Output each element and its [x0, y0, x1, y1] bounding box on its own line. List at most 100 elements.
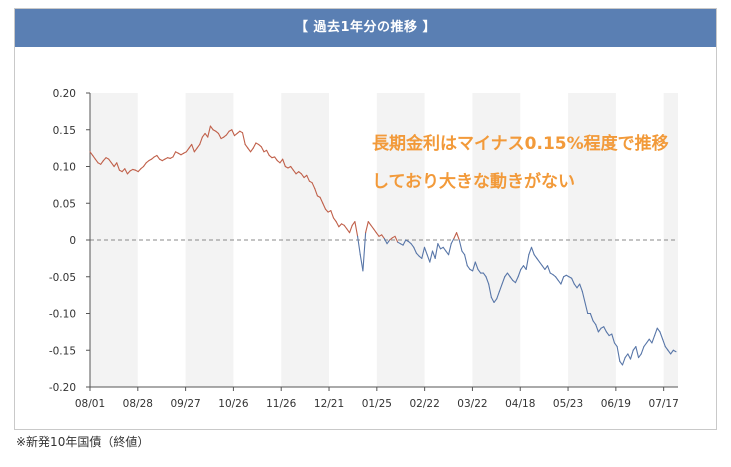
series-segment — [595, 323, 599, 333]
series-segment — [552, 273, 557, 278]
series-segment — [603, 326, 607, 333]
x-tick-label: 12/21 — [314, 398, 344, 410]
series-segment — [343, 224, 348, 230]
x-tick-label: 06/19 — [601, 398, 631, 410]
series-segment — [560, 276, 565, 285]
series-segment — [209, 125, 214, 131]
series-segment — [477, 268, 482, 274]
series-segment — [266, 149, 270, 157]
series-segment — [613, 342, 618, 348]
series-segment — [233, 132, 238, 137]
series-segment — [506, 272, 511, 278]
series-segment — [656, 327, 661, 333]
series-segment — [298, 171, 302, 175]
series-segment — [624, 353, 629, 359]
series-segment — [402, 239, 407, 246]
series-segment — [530, 246, 535, 256]
series-segment — [528, 246, 533, 256]
x-tick-label: 04/18 — [505, 398, 535, 410]
series-segment — [121, 168, 126, 173]
series-segment — [504, 272, 508, 278]
annotation-line-2: しており大きな動きがない — [372, 171, 575, 192]
series-segment — [367, 221, 372, 226]
series-segment — [354, 221, 359, 237]
series-segment — [538, 261, 543, 267]
series-segment — [536, 257, 541, 263]
series-segment — [389, 237, 393, 241]
series-segment — [490, 296, 495, 304]
series-segment — [292, 169, 297, 175]
series-segment — [488, 283, 492, 298]
y-axis-ticks: 0.20 0.15 0.10 0.05 0 -0.05 -0.10 -0.15 -0.20 — [49, 88, 90, 394]
series-segment — [464, 254, 468, 267]
series-segment — [215, 130, 219, 134]
line-chart: 0.20 0.15 0.10 0.05 0 -0.05 -0.10 -0.15 -0.20 08… — [49, 88, 679, 410]
series-segment — [303, 174, 308, 179]
x-tick-label: 03/22 — [457, 398, 487, 410]
series-segment — [493, 298, 498, 304]
series-segment — [512, 279, 517, 284]
y-tick-label: 0.10 — [53, 162, 76, 174]
series-segment — [576, 283, 581, 289]
series-segment — [619, 360, 624, 366]
series-segment — [137, 168, 142, 173]
series-segment — [637, 353, 642, 359]
x-tick-label: 10/26 — [218, 398, 249, 410]
x-tick-label: 07/17 — [649, 398, 679, 410]
series-segment — [322, 202, 327, 210]
series-segment — [557, 279, 562, 285]
series-segment — [413, 246, 417, 254]
series-segment — [605, 331, 610, 337]
series-segment — [279, 158, 284, 164]
series-segment — [373, 228, 377, 234]
series-segment — [295, 171, 300, 175]
series-segment — [94, 158, 99, 164]
series-segment — [199, 136, 203, 145]
series-segment — [616, 346, 621, 362]
series-segment — [445, 250, 450, 256]
series-segment — [314, 188, 318, 197]
series-segment — [252, 142, 257, 149]
y-tick-label: 0.05 — [53, 198, 76, 210]
series-segment — [381, 234, 385, 240]
series-segment — [172, 151, 177, 158]
series-segment — [249, 147, 254, 153]
series-segment — [496, 290, 500, 300]
series-segment — [592, 320, 597, 326]
x-tick-label: 02/22 — [410, 398, 440, 410]
y-tick-label: -0.15 — [49, 345, 76, 357]
series-segment — [258, 143, 262, 148]
series-segment — [386, 239, 391, 245]
series-segment — [185, 147, 190, 153]
x-tick-label: 01/25 — [362, 398, 392, 410]
series-segment — [92, 154, 96, 160]
series-segment — [429, 250, 434, 263]
y-tick-label: -0.05 — [49, 272, 76, 284]
series-segment — [597, 327, 602, 333]
series-segment — [541, 265, 546, 270]
series-segment — [501, 276, 506, 285]
series-segment — [458, 239, 463, 252]
series-segment — [260, 146, 265, 153]
series-segment — [359, 254, 364, 272]
series-segment — [217, 132, 222, 140]
series-segment — [89, 151, 94, 157]
series-segment — [300, 173, 305, 179]
series-segment — [635, 346, 640, 359]
x-tick-label: 08/28 — [123, 398, 153, 410]
series-segment — [196, 143, 201, 149]
series-segment — [474, 261, 479, 270]
series-segment — [223, 134, 228, 138]
series-segment — [453, 232, 458, 240]
x-axis-ticks: 08/01 08/28 09/27 10/26 11/26 12/21 01/25 02/22… — [75, 387, 679, 410]
series-segment — [646, 338, 650, 344]
x-tick-label: 09/27 — [170, 398, 200, 410]
series-segment — [204, 132, 209, 138]
chart-title: 【 過去1年分の推移 】 — [15, 9, 716, 47]
series-segment — [632, 346, 637, 351]
series-segment — [415, 252, 420, 257]
series-segment — [236, 130, 241, 134]
y-tick-label: -0.10 — [49, 309, 76, 321]
y-tick-label: 0.15 — [53, 125, 76, 137]
series-segment — [579, 283, 583, 292]
